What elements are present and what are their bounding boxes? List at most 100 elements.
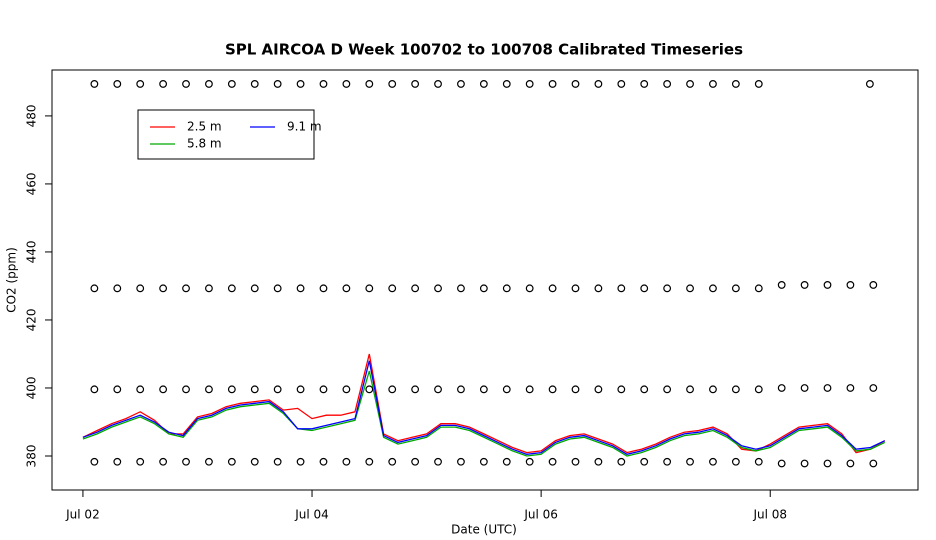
data-point <box>457 80 465 88</box>
data-point <box>319 80 328 88</box>
data-point <box>365 80 374 88</box>
data-point <box>525 80 534 88</box>
data-point <box>388 284 397 293</box>
data-point <box>90 284 99 293</box>
data-point <box>388 80 397 88</box>
data-point <box>594 284 603 293</box>
y-axis-label: CO2 (ppm) <box>5 247 19 313</box>
data-point <box>709 80 717 88</box>
data-point <box>709 284 717 293</box>
data-point <box>205 385 213 394</box>
data-point <box>731 284 740 293</box>
data-point <box>865 80 874 88</box>
data-point <box>388 385 397 394</box>
data-point <box>754 385 763 394</box>
data-point <box>136 385 145 394</box>
data-point <box>457 284 465 293</box>
y-tick-label: 380 <box>25 445 39 468</box>
data-point <box>319 284 328 293</box>
data-point <box>846 281 855 289</box>
data-point <box>273 457 282 466</box>
data-point <box>365 284 374 293</box>
data-point <box>640 80 649 88</box>
data-point <box>846 459 855 468</box>
data-point <box>159 457 168 466</box>
legend-label: 9.1 m <box>287 120 322 134</box>
data-point <box>227 385 236 394</box>
data-point <box>205 457 213 466</box>
data-point <box>502 457 511 466</box>
data-point <box>457 385 465 394</box>
data-point <box>250 284 259 293</box>
data-point <box>663 80 672 88</box>
data-line <box>82 370 886 457</box>
data-point <box>365 457 374 466</box>
data-point <box>411 457 420 466</box>
data-point <box>342 284 351 293</box>
data-point <box>754 284 763 293</box>
y-tick-label: 400 <box>25 377 39 400</box>
legend-label: 2.5 m <box>187 120 222 134</box>
data-point <box>273 80 282 88</box>
data-point <box>411 385 420 394</box>
x-axis-label: Date (UTC) <box>451 523 517 537</box>
data-point <box>640 457 649 466</box>
data-point <box>479 457 488 466</box>
data-point <box>113 457 122 466</box>
data-point <box>205 80 213 88</box>
data-point <box>90 385 99 394</box>
data-point <box>548 385 557 394</box>
data-point <box>754 457 763 466</box>
data-point <box>800 384 809 392</box>
data-point <box>182 80 190 88</box>
plot-frame <box>51 69 919 491</box>
data-point <box>502 385 511 394</box>
data-point <box>227 284 236 293</box>
data-point <box>296 80 305 88</box>
data-point <box>113 284 122 293</box>
data-point <box>434 284 442 293</box>
data-point <box>388 457 397 466</box>
chart-title: SPL AIRCOA D Week 100702 to 100708 Calib… <box>225 41 743 59</box>
data-point <box>617 284 626 293</box>
data-point <box>182 457 190 466</box>
data-point <box>777 459 786 468</box>
data-point <box>869 384 878 392</box>
data-point <box>250 385 259 394</box>
data-point <box>296 457 305 466</box>
data-point <box>479 80 488 88</box>
data-point <box>777 281 786 289</box>
data-point <box>273 284 282 293</box>
data-point <box>571 80 580 88</box>
data-point <box>205 284 213 293</box>
data-point <box>686 80 694 88</box>
data-point <box>434 80 442 88</box>
data-point <box>571 385 580 394</box>
data-point <box>159 385 168 394</box>
data-point <box>617 80 626 88</box>
data-point <box>777 384 786 392</box>
data-point <box>319 385 328 394</box>
data-point <box>525 457 534 466</box>
data-point <box>342 385 351 394</box>
y-tick-label: 440 <box>25 240 39 263</box>
legend-box <box>137 109 315 160</box>
legend-label: 5.8 m <box>187 137 222 151</box>
data-line <box>82 360 886 455</box>
data-point <box>663 457 672 466</box>
data-point <box>273 385 282 394</box>
data-point <box>548 80 557 88</box>
data-point <box>823 281 832 289</box>
data-point <box>136 80 145 88</box>
y-tick-label: 420 <box>25 309 39 332</box>
data-point <box>640 385 649 394</box>
data-point <box>342 80 351 88</box>
data-point <box>250 457 259 466</box>
data-point <box>663 385 672 394</box>
data-point <box>548 284 557 293</box>
data-point <box>182 385 190 394</box>
data-point <box>136 457 145 466</box>
data-point <box>686 385 694 394</box>
data-point <box>411 284 420 293</box>
data-point <box>342 457 351 466</box>
